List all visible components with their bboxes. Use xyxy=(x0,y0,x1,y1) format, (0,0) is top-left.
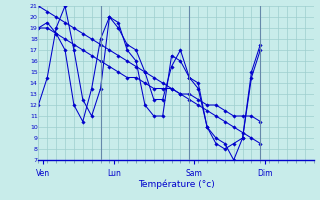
X-axis label: Température (°c): Température (°c) xyxy=(138,179,214,189)
